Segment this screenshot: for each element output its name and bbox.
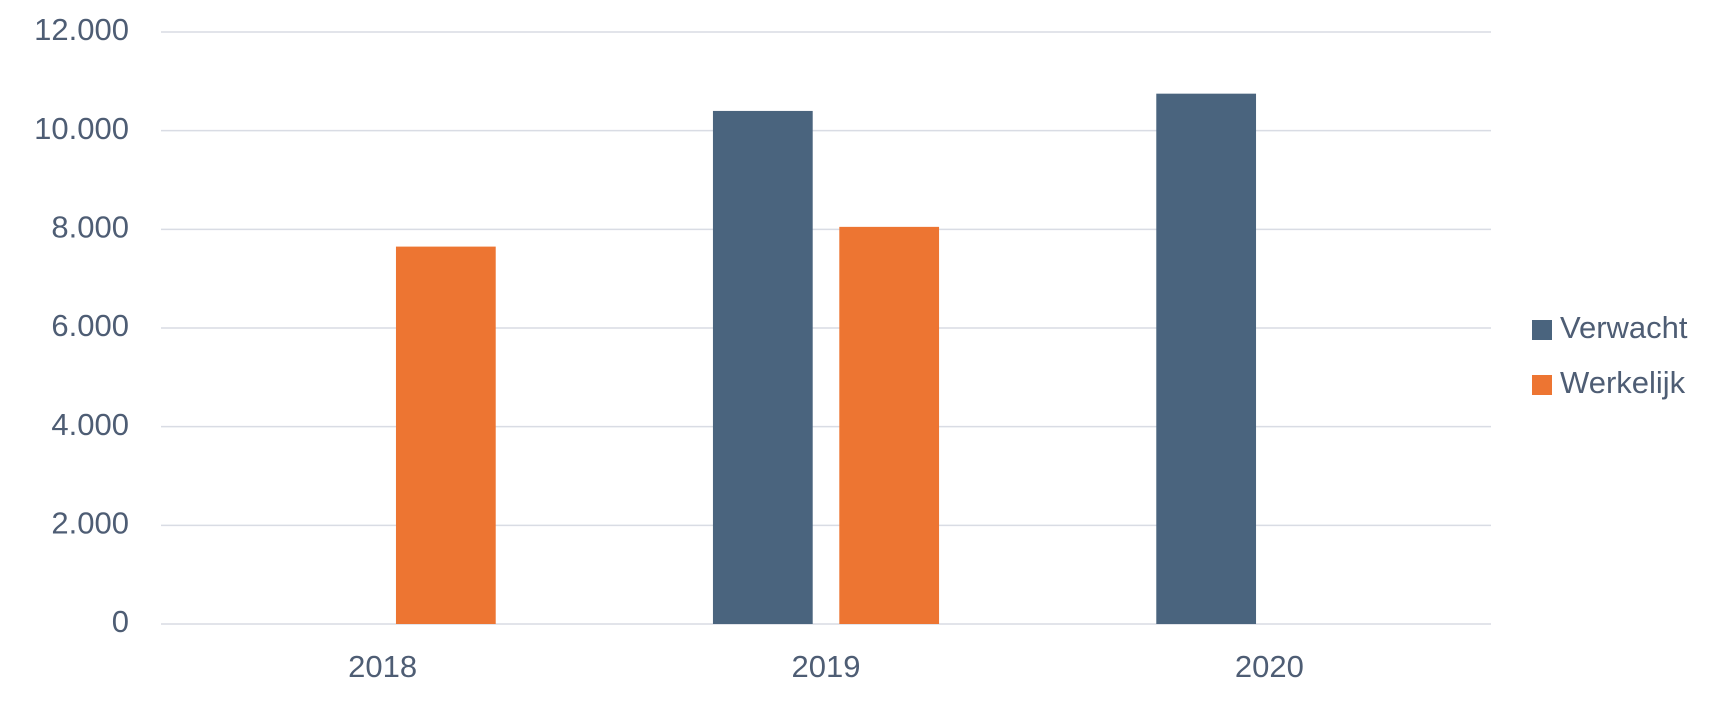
y-tick-label: 12.000	[34, 12, 129, 47]
y-tick-label: 10.000	[34, 111, 129, 146]
bar	[395, 246, 496, 624]
y-tick-label: 6.000	[51, 308, 129, 343]
y-tick-label: 4.000	[51, 407, 129, 442]
y-tick-label: 0	[112, 604, 129, 639]
legend-swatch	[1532, 320, 1552, 340]
x-tick-label: 2020	[1235, 649, 1304, 684]
x-tick-label: 2018	[348, 649, 417, 684]
legend-swatch	[1532, 375, 1552, 395]
legend-label: Verwacht	[1560, 310, 1688, 345]
bar	[1156, 93, 1257, 624]
y-tick-label: 2.000	[51, 506, 129, 541]
y-tick-label: 8.000	[51, 210, 129, 245]
x-tick-label: 2019	[792, 649, 861, 684]
bar	[712, 110, 813, 624]
legend-label: Werkelijk	[1560, 365, 1686, 400]
bar	[839, 226, 940, 624]
